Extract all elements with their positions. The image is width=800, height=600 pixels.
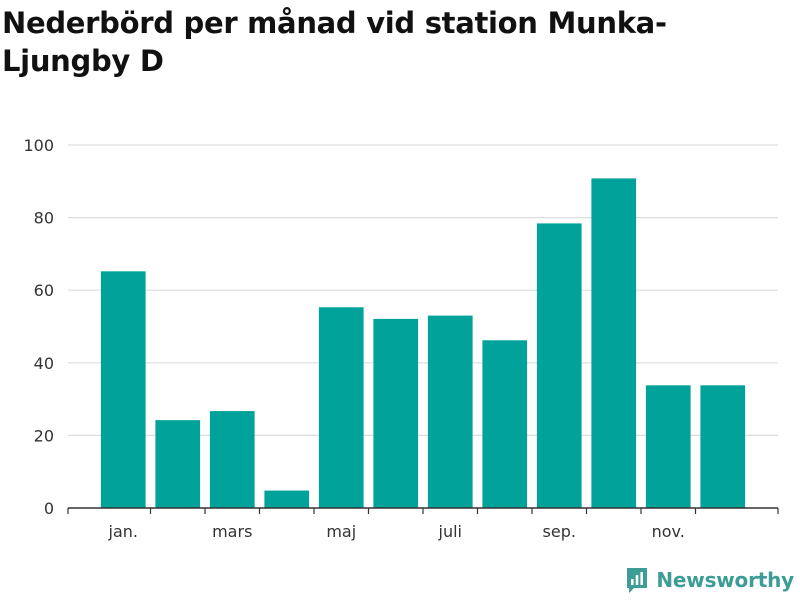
bars <box>100 178 746 508</box>
bar-apr[interactable] <box>264 490 310 508</box>
bar-feb[interactable] <box>155 420 201 508</box>
x-tick-label: sep. <box>543 522 576 541</box>
bar-juni[interactable] <box>373 318 419 508</box>
newsworthy-brand-name: Newsworthy <box>656 568 794 592</box>
y-tick-label: 80 <box>34 209 54 228</box>
bar-dec[interactable] <box>700 385 746 508</box>
y-tick-label: 100 <box>23 136 54 155</box>
bar-nov[interactable] <box>645 385 691 508</box>
bar-jan[interactable] <box>100 271 146 508</box>
axes <box>67 507 779 514</box>
bar-mars[interactable] <box>209 411 255 508</box>
tick-labels: 0 20 40 60 80 100 jan. mars maj juli sep. nov. <box>23 136 684 541</box>
y-tick-label: 20 <box>34 426 54 445</box>
x-tick-label: nov. <box>652 522 685 541</box>
newsworthy-logo-icon <box>627 568 648 593</box>
newsworthy-brand: Newsworthy <box>625 566 794 594</box>
bar-juli[interactable] <box>427 315 473 508</box>
y-tick-label: 40 <box>34 354 54 373</box>
x-tick-label: jan. <box>108 522 138 541</box>
bar-sep[interactable] <box>536 223 582 508</box>
y-tick-label: 0 <box>44 499 54 518</box>
x-tick-label: mars <box>212 522 252 541</box>
x-tick-label: juli <box>438 522 462 541</box>
bar-maj[interactable] <box>318 307 364 508</box>
chart-title: Nederbörd per månad vid station Munka-Lj… <box>2 6 667 78</box>
bar-okt[interactable] <box>591 178 637 508</box>
x-tick-label: maj <box>326 522 356 541</box>
y-tick-label: 60 <box>34 281 54 300</box>
bar-aug[interactable] <box>482 340 528 508</box>
